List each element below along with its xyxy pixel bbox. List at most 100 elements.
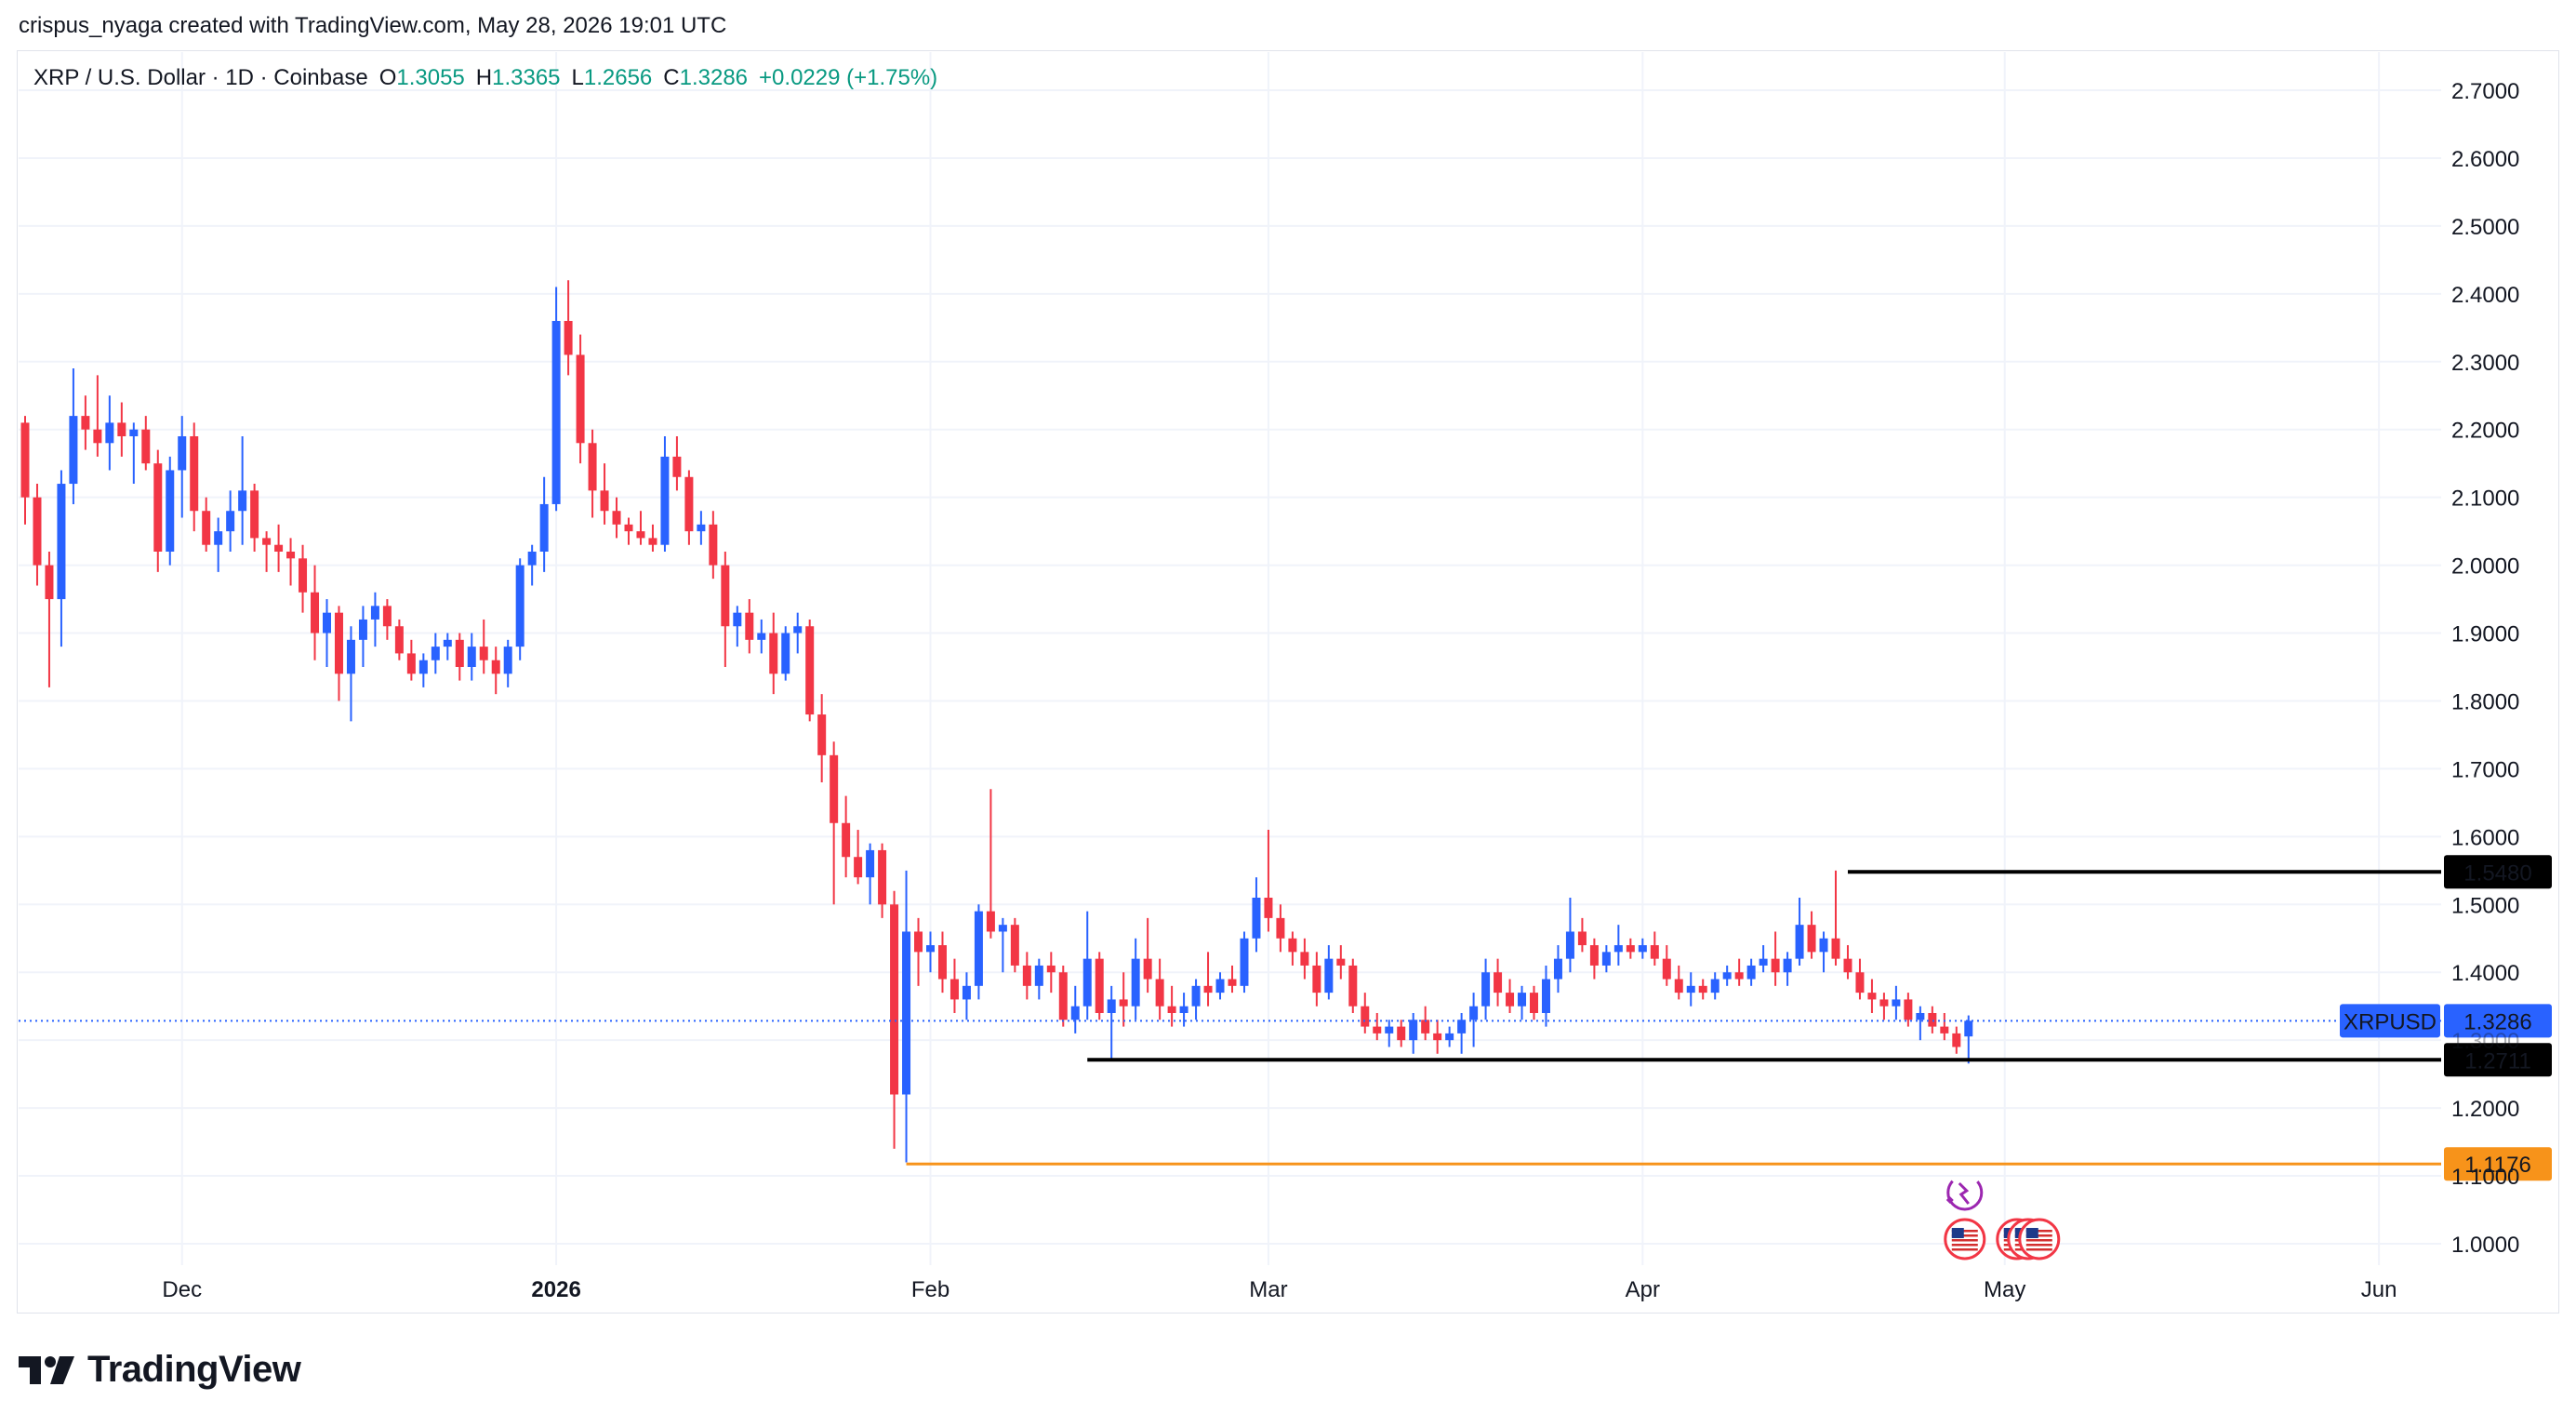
y-tick-label: 1.6000 <box>2451 825 2519 850</box>
y-tick-label: 2.0000 <box>2451 554 2519 580</box>
candle-body <box>190 436 199 512</box>
flag-stripe <box>2025 1244 2052 1247</box>
candle-body <box>1553 958 1562 980</box>
candle-body <box>406 653 416 674</box>
candle-body <box>986 911 995 932</box>
candle-body <box>1167 1006 1176 1013</box>
candle-body <box>878 849 887 905</box>
candle-body <box>1010 925 1019 966</box>
candle-body <box>1119 999 1128 1007</box>
candle-body <box>1867 993 1877 1000</box>
resistance-price-tag: 1.5480 <box>2463 860 2531 886</box>
candle-body <box>914 931 923 953</box>
candle-body <box>1541 979 1550 1013</box>
flag-stripe <box>1951 1234 1978 1237</box>
candle-body <box>250 490 259 539</box>
candle-body <box>1819 938 1828 953</box>
candle-body <box>937 945 947 980</box>
support-price-tag: 1.2711 <box>2464 1048 2531 1074</box>
candle-body <box>467 647 476 667</box>
candle-body <box>697 524 706 532</box>
low-price-tag: 1.1176 <box>2464 1153 2531 1178</box>
tradingview-brand[interactable]: TradingView <box>19 1349 301 1391</box>
candle-body <box>1324 958 1334 994</box>
y-tick-label: 1.2000 <box>2451 1097 2519 1122</box>
candle-body <box>334 612 343 674</box>
candle-body <box>479 647 488 660</box>
x-tick-label: May <box>1984 1277 2025 1302</box>
candle-body <box>551 321 561 504</box>
candle-body <box>33 497 42 566</box>
flag-stripe <box>1951 1244 1978 1247</box>
sparkle-ring <box>1946 1174 1984 1211</box>
candle-body <box>1964 1020 1973 1037</box>
candle-body <box>358 619 367 640</box>
candle-body <box>1228 979 1237 986</box>
candle-body <box>636 531 645 539</box>
y-tick-label: 1.8000 <box>2451 689 2519 714</box>
candles <box>20 280 1973 1163</box>
candle-body <box>214 531 223 545</box>
flag-canton <box>2025 1228 2038 1238</box>
candle-body <box>1807 925 1816 953</box>
candle-body <box>600 490 609 512</box>
candle-body <box>842 822 851 858</box>
candle-body <box>684 476 694 532</box>
y-tick-label: 1.1000 <box>2451 1165 2519 1190</box>
us-flag-icon <box>1944 1218 1986 1260</box>
candle-body <box>757 633 766 640</box>
candle-body <box>491 660 500 674</box>
sparkle-star <box>1945 1196 1954 1204</box>
candle-body <box>672 456 682 477</box>
candle-body <box>503 647 512 674</box>
candle-body <box>394 626 404 654</box>
candle-body <box>781 633 790 674</box>
support-price-tag-bg <box>2444 1043 2552 1077</box>
candle-body <box>311 592 320 633</box>
candle-body <box>45 565 54 600</box>
y-tick-label: 2.4000 <box>2451 283 2519 308</box>
candle-body <box>1469 1006 1479 1020</box>
candle-body <box>793 626 803 633</box>
candle-body <box>1095 958 1104 1013</box>
candle-body <box>166 470 175 552</box>
candle-body <box>648 538 657 545</box>
candle-body <box>262 538 272 545</box>
x-tick-label: Feb <box>911 1277 949 1302</box>
candle-body <box>588 443 597 491</box>
candle-body <box>1746 965 1756 980</box>
candle-body <box>20 422 30 498</box>
candle-body <box>105 422 114 444</box>
candle-body <box>202 511 211 545</box>
flag-stripe <box>2025 1239 2052 1242</box>
candle-body <box>69 416 78 485</box>
axis-labels: 1.0000 1.1000 1.2000 1.3000 1.4000 1.5000 1.60… <box>162 79 2519 1302</box>
candle-body <box>1457 1020 1467 1034</box>
candle-body <box>1385 1026 1394 1034</box>
candle-body <box>238 490 247 512</box>
candle-body <box>660 456 670 545</box>
attribution-text: crispus_nyaga created with TradingView.c… <box>19 13 727 38</box>
candle-body <box>1601 952 1611 966</box>
candle-body <box>178 436 187 471</box>
open-value: O1.3055 <box>378 65 465 90</box>
candle-body <box>1397 1026 1406 1041</box>
candle-body <box>1252 898 1261 939</box>
candle-body <box>129 429 139 436</box>
flag-stripe <box>1951 1248 1978 1251</box>
y-tick-label: 2.3000 <box>2451 351 2519 376</box>
candle-body <box>624 524 633 532</box>
candle-body <box>1300 952 1309 966</box>
candle-body <box>1046 965 1056 973</box>
candle-body <box>1662 958 1671 980</box>
y-tick-label: 2.5000 <box>2451 215 2519 240</box>
candle-body <box>81 416 90 430</box>
candle-body <box>612 511 621 525</box>
candle-body <box>1433 1033 1442 1041</box>
candle-body <box>902 931 911 1095</box>
candle-body <box>1312 965 1321 994</box>
candle-body <box>1494 972 1503 994</box>
candle-body <box>1613 945 1623 953</box>
candle-body <box>141 429 151 464</box>
